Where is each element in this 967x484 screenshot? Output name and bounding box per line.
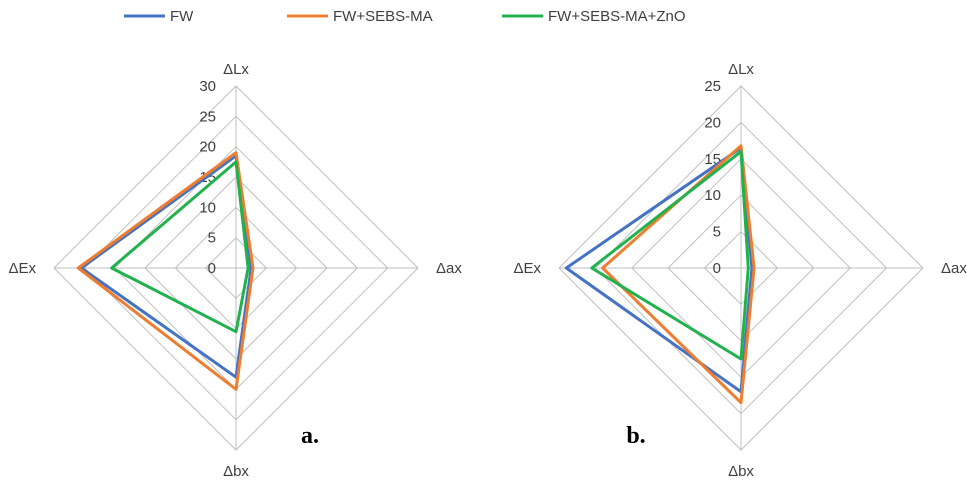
axis-label: Δbx	[223, 463, 249, 480]
tick-label: 25	[704, 78, 721, 95]
legend: FW FW+SEBS-MA FW+SEBS-MA+ZnO	[124, 8, 686, 25]
grid-a	[53, 85, 419, 451]
axis-label: ΔEx	[8, 260, 36, 277]
series-fw-sebs-ma-zno-b	[590, 150, 750, 361]
tick-label: 20	[199, 139, 216, 156]
legend-label-fw: FW	[170, 8, 194, 25]
axis-label: ΔLx	[223, 61, 249, 78]
tick-label: 30	[199, 78, 216, 95]
series-fw-sebs-ma-b	[601, 144, 756, 405]
legend-label-fw-sebs-ma-zno: FW+SEBS-MA+ZnO	[548, 8, 686, 25]
tick-label: 25	[199, 108, 216, 125]
panel-label-b: b.	[626, 423, 645, 449]
series-fw-sebs-ma-a	[76, 151, 255, 391]
tick-label: 5	[713, 224, 721, 241]
tick-label: 0	[713, 260, 721, 277]
legend-item-fw-sebs-ma: FW+SEBS-MA	[287, 8, 433, 25]
panel-label-a: a.	[301, 423, 319, 449]
axis-label: ΔLx	[728, 61, 754, 78]
grid-b	[558, 85, 924, 451]
tick-label: 20	[704, 114, 721, 131]
axis-label: Δbx	[728, 463, 754, 480]
tick-label: 5	[208, 230, 216, 247]
tick-label: 0	[208, 260, 216, 277]
tick-label: 10	[199, 199, 216, 216]
axis-label: Δax	[941, 260, 967, 277]
axis-label: Δax	[436, 260, 462, 277]
axis-label: ΔEx	[513, 260, 541, 277]
legend-label-fw-sebs-ma: FW+SEBS-MA	[333, 8, 433, 25]
tick-label: 10	[704, 187, 721, 204]
series-fw-sebs-ma-zno-a	[110, 160, 250, 334]
legend-item-fw-sebs-ma-zno: FW+SEBS-MA+ZnO	[502, 8, 686, 25]
legend-item-fw: FW	[124, 8, 194, 25]
series-fw-a	[79, 154, 253, 379]
